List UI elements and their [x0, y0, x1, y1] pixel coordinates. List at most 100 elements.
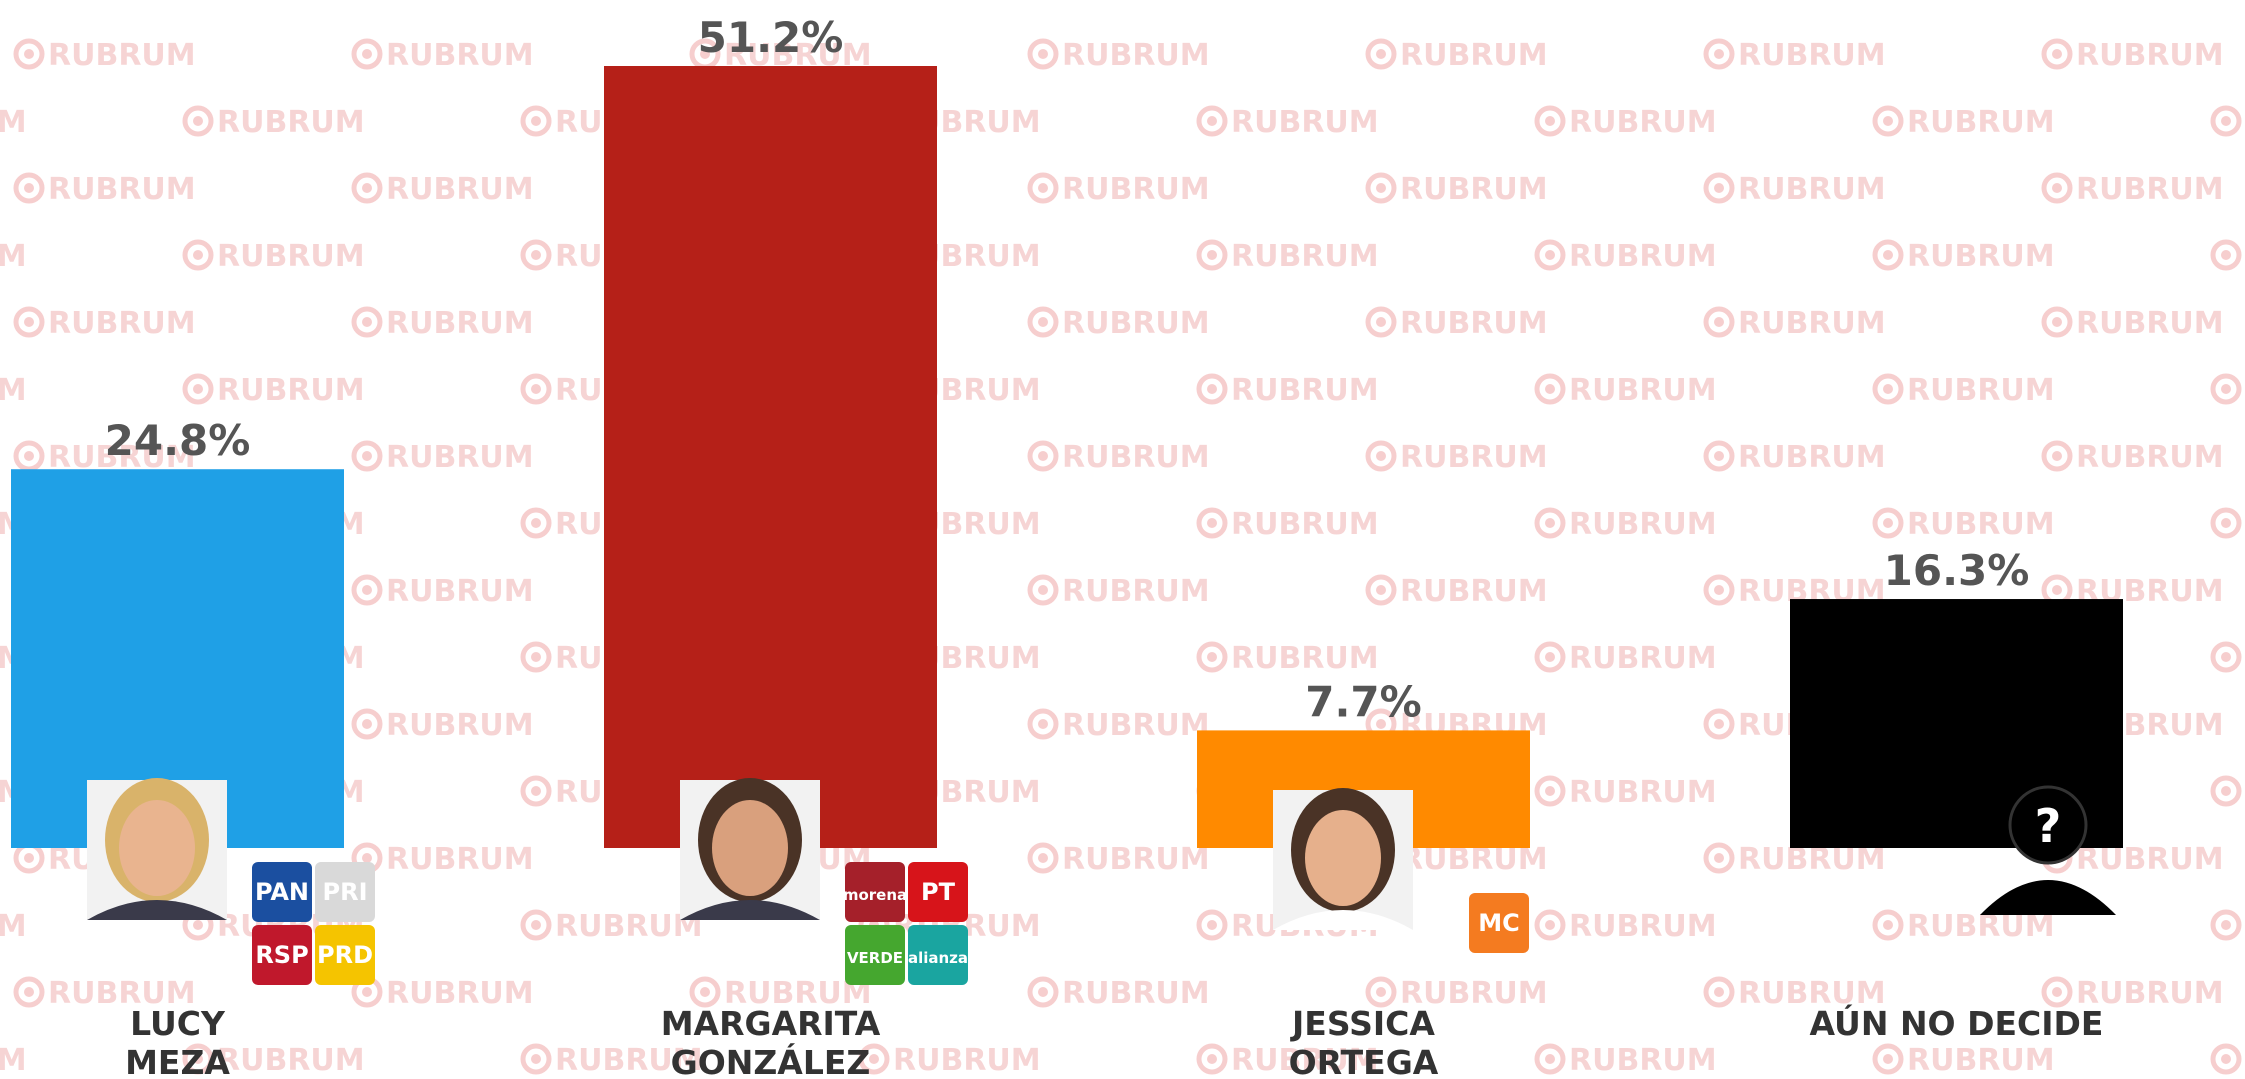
watermark-dot — [2221, 1054, 2231, 1064]
watermark: RUBRUM — [1907, 239, 2055, 274]
watermark-dot — [1714, 317, 1724, 327]
watermark: RUBRUM — [0, 373, 27, 408]
watermark: RUBRUM — [1569, 1043, 1717, 1078]
party-logo — [1469, 893, 1529, 953]
watermark-dot — [2052, 49, 2062, 59]
watermark: RUBRUM — [1062, 306, 1210, 341]
watermark-dot — [1376, 451, 1386, 461]
watermark-icon — [520, 1043, 552, 1075]
watermark: RUBRUM — [1231, 105, 1379, 140]
watermark-dot — [1376, 987, 1386, 997]
watermark-icon — [2041, 440, 2073, 472]
category-label: LUCY MEZA — [125, 1004, 230, 1079]
watermark-icon — [1703, 172, 1735, 204]
watermark-icon — [1703, 976, 1735, 1008]
watermark-icon — [1196, 909, 1228, 941]
watermark-dot — [1038, 451, 1048, 461]
watermark-icon — [520, 105, 552, 137]
watermark: RUBRUM — [1062, 842, 1210, 877]
category-label: AÚN NO DECIDE — [1809, 1004, 2104, 1043]
watermark-dot — [1714, 451, 1724, 461]
watermark: RUBRUM — [1231, 239, 1379, 274]
party-logo-text: PT — [921, 878, 956, 906]
watermark-icon — [1196, 1043, 1228, 1075]
watermark-dot — [1883, 116, 1893, 126]
watermark-dot — [1714, 987, 1724, 997]
watermark-dot — [531, 786, 541, 796]
party-logo-text: alianza — [908, 949, 968, 967]
watermark: RUBRUM — [1738, 976, 1886, 1011]
watermark-icon — [858, 1043, 890, 1075]
watermark-dot — [1714, 183, 1724, 193]
portrait-face — [1305, 810, 1381, 906]
watermark-dot — [1545, 250, 1555, 260]
silhouette-body — [1980, 880, 2116, 915]
watermark-icon — [1196, 641, 1228, 673]
watermark-icon — [1196, 105, 1228, 137]
watermark: RUBRUM — [48, 172, 196, 207]
watermark: RUBRUM — [1738, 306, 1886, 341]
watermark-dot — [700, 49, 710, 59]
party-logo — [252, 862, 312, 922]
watermark-icon — [520, 507, 552, 539]
watermark-icon — [2041, 38, 2073, 70]
watermark-dot — [2221, 518, 2231, 528]
watermark-dot — [1038, 853, 1048, 863]
watermark-icon — [13, 976, 45, 1008]
watermark-dot — [531, 116, 541, 126]
watermark-icon — [1365, 172, 1397, 204]
value-label: 51.2% — [698, 13, 844, 62]
watermark-icon — [1027, 574, 1059, 606]
watermark-icon — [1534, 1043, 1566, 1075]
watermark: RUBRUM — [1907, 507, 2055, 542]
watermark: RUBRUM — [217, 105, 365, 140]
watermark-dot — [1545, 652, 1555, 662]
watermark: RUBRUM — [2076, 38, 2224, 73]
watermark-dot — [1714, 719, 1724, 729]
watermark-dot — [362, 49, 372, 59]
watermark: RUBRUM — [48, 976, 196, 1011]
watermark-dot — [193, 116, 203, 126]
watermark-icon — [1027, 976, 1059, 1008]
watermark-icon — [2210, 239, 2242, 271]
watermark-dot — [1038, 49, 1048, 59]
watermark-icon — [2210, 775, 2242, 807]
category-label: JESSICA ORTEGA — [1288, 1004, 1439, 1079]
watermark-dot — [362, 719, 372, 729]
watermark-dot — [531, 518, 541, 528]
watermark-dot — [1038, 987, 1048, 997]
watermark-icon — [1703, 708, 1735, 740]
watermark-icon — [351, 440, 383, 472]
watermark-icon — [1534, 909, 1566, 941]
watermark: RUBRUM — [1569, 507, 1717, 542]
watermark: RUBRUM — [48, 440, 196, 475]
watermark-icon — [1872, 909, 1904, 941]
watermark-icon — [520, 909, 552, 941]
watermark: RUBRUM — [1738, 440, 1886, 475]
watermark-dot — [362, 853, 372, 863]
watermark-dot — [1207, 1054, 1217, 1064]
watermark-icon — [1365, 574, 1397, 606]
party-logo — [845, 925, 905, 985]
watermark: RUBRUM — [386, 574, 534, 609]
watermark-dot — [1207, 652, 1217, 662]
watermark: RUBRUM — [217, 373, 365, 408]
watermark-icon — [2210, 373, 2242, 405]
watermark-icon — [2210, 909, 2242, 941]
unknown-symbol: ? — [2035, 799, 2062, 853]
watermark: RUBRUM — [2076, 306, 2224, 341]
watermark-dot — [1207, 920, 1217, 930]
watermark-dot — [2052, 183, 2062, 193]
watermark-dot — [700, 987, 710, 997]
watermark-dot — [1207, 250, 1217, 260]
watermark: RUBRUM — [1569, 909, 1717, 944]
watermark-icon — [1872, 507, 1904, 539]
watermark: RUBRUM — [1062, 574, 1210, 609]
portrait-body — [680, 900, 820, 920]
watermark: RUBRUM — [2076, 172, 2224, 207]
watermark-icon — [1534, 641, 1566, 673]
watermark-icon — [182, 105, 214, 137]
watermark: RUBRUM — [1400, 440, 1548, 475]
watermark-dot — [1376, 585, 1386, 595]
